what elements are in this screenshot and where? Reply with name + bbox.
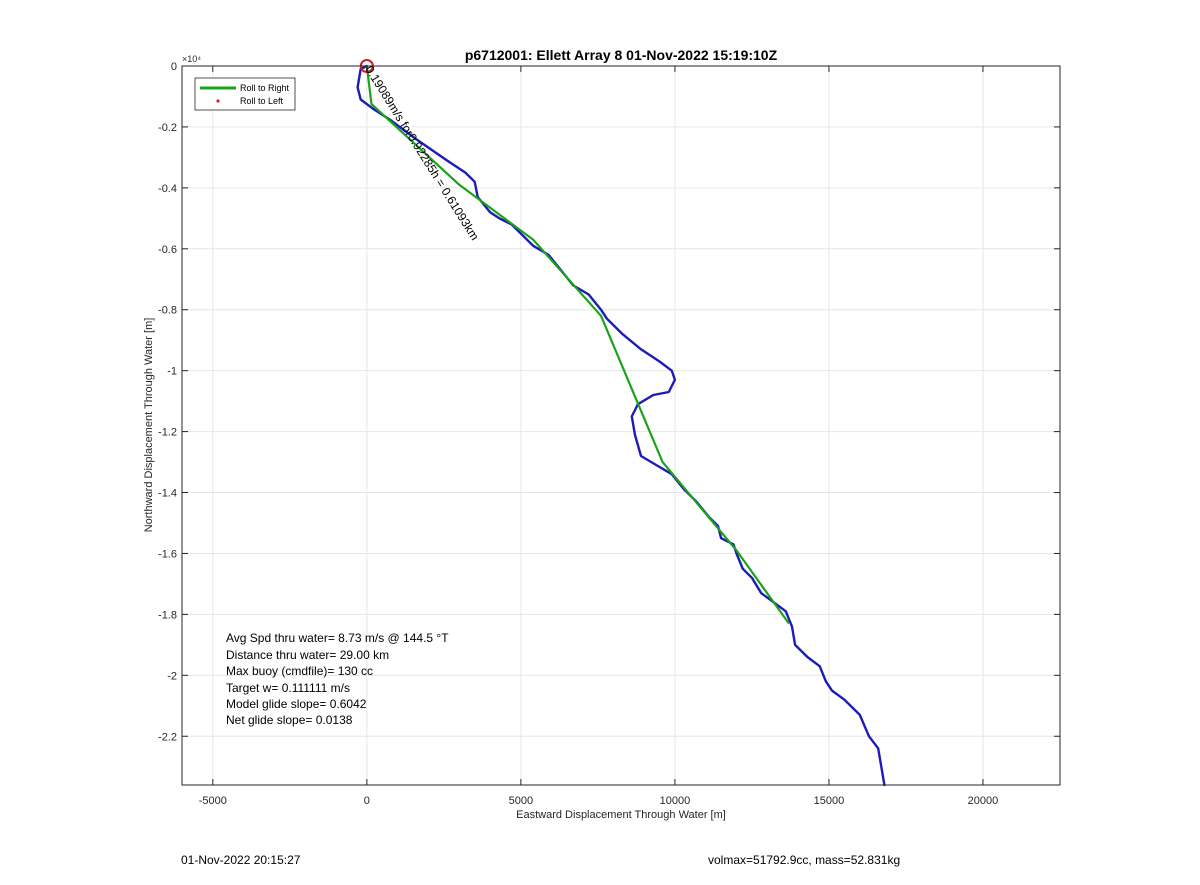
y-axis-exponent: ×10⁴ [182,54,201,64]
footer-volmax-mass: volmax=51792.9cc, mass=52.831kg [708,853,900,867]
annotation-model-glide: Model glide slope= 0.6042 [226,697,367,711]
legend-swatch-roll-left [216,99,220,103]
axes-frame [181,65,1061,786]
x-tick-label-1: 0 [364,795,370,807]
x-axis-label: Eastward Displacement Through Water [m] [516,809,726,821]
x-axis-ticks: -5000 0 5000 10000 15000 20000 [199,66,999,807]
y-tick-label-5: -1 [167,366,177,378]
y-tick-label-7: -1.4 [158,488,177,500]
y-tick-label-4: -0.8 [158,305,177,317]
x-tick-label-4: 15000 [814,795,845,807]
annotation-max-buoy: Max buoy (cmdfile)= 130 cc [226,664,373,678]
y-tick-label-0: 0 [171,61,177,73]
grid-vertical [212,66,984,785]
x-tick-label-5: 20000 [968,795,999,807]
series-track-line [356,64,886,787]
footer-timestamp: 01-Nov-2022 20:15:27 [181,853,301,867]
y-axis-label: Northward Displacement Through Water [m] [143,318,155,533]
annotation-net-glide: Net glide slope= 0.0138 [226,713,353,727]
y-tick-label-2: -0.4 [158,183,177,195]
y-tick-label-11: -2.2 [158,731,177,743]
annotation-avg-speed: Avg Spd thru water= 8.73 m/s @ 144.5 °T [226,631,449,645]
y-tick-label-1: -0.2 [158,122,177,134]
y-tick-label-3: -0.6 [158,244,177,256]
chart-title: p6712001: Ellett Array 8 01-Nov-2022 15:… [465,47,778,63]
annotation-target-w: Target w= 0.111111 m/s [226,681,350,695]
annotation-distance: Distance thru water= 29.00 km [226,648,389,662]
y-axis-ticks: 0 -0.2 -0.4 -0.6 -0.8 -1 -1.2 -1.4 -1.6 -1.8 -2 -2.… [158,61,1060,743]
axes-background [182,66,1060,785]
legend-entry-roll-right: Roll to Right [240,83,290,93]
y-tick-label-8: -1.6 [158,548,177,560]
grid-horizontal [182,65,1060,737]
series-roll-right-line [365,65,790,625]
x-tick-label-2: 5000 [509,795,533,807]
x-tick-label-0: -5000 [199,795,227,807]
x-tick-label-3: 10000 [660,795,691,807]
legend-box [194,77,296,111]
y-tick-label-6: -1.2 [158,427,177,439]
y-tick-label-10: -2 [167,670,177,682]
y-tick-label-9: -1.8 [158,609,177,621]
legend-entry-roll-left: Roll to Left [240,96,284,106]
stats-annotation: Avg Spd thru water= 8.73 m/s @ 144.5 °T … [226,631,449,727]
legend: Roll to Right Roll to Left [194,77,296,111]
